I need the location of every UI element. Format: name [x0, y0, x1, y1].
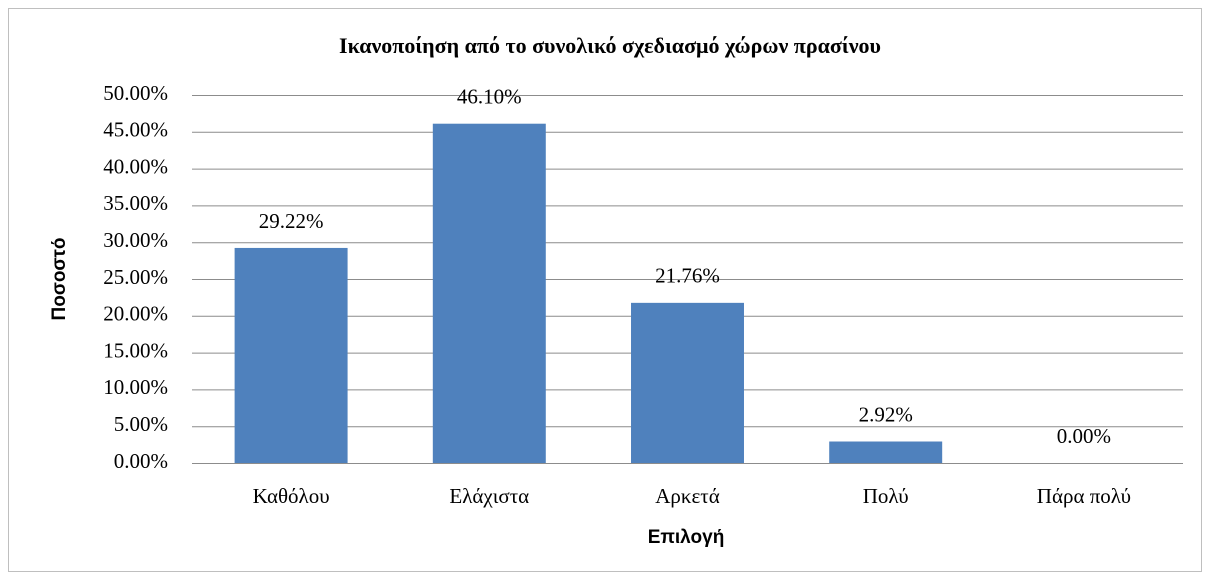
data-label: 21.76% [655, 264, 720, 288]
y-axis-title: Ποσοστό [49, 237, 70, 320]
y-tick-label: 0.00% [114, 449, 168, 473]
x-tick-label: Πάρα πολύ [1037, 484, 1131, 508]
y-tick-label: 50.00% [103, 81, 168, 105]
y-tick-label: 20.00% [103, 302, 168, 326]
data-label: 0.00% [1057, 424, 1111, 448]
y-tick-label: 15.00% [103, 338, 168, 362]
y-tick-label: 5.00% [114, 412, 168, 436]
y-tick-label: 30.00% [103, 228, 168, 252]
x-tick-label: Ελάχιστα [449, 484, 529, 508]
x-tick-label: Αρκετά [655, 484, 720, 508]
bar [234, 247, 348, 463]
data-label: 46.10% [457, 85, 522, 109]
bar [631, 302, 744, 463]
data-label: 29.22% [259, 209, 324, 233]
chart-border [8, 8, 1202, 572]
data-label: 2.92% [859, 402, 913, 426]
chart-title: Ικανοποίηση από το συνολικό σχεδιασμό χώ… [339, 33, 881, 58]
y-tick-label: 10.00% [103, 375, 168, 399]
x-axis-title: Επιλογή [648, 527, 725, 548]
y-tick-label: 25.00% [103, 265, 168, 289]
bar [432, 123, 546, 463]
y-tick-label: 35.00% [103, 191, 168, 215]
bar [829, 441, 943, 463]
x-tick-label: Πολύ [863, 484, 909, 508]
y-tick-label: 40.00% [103, 154, 168, 178]
y-tick-label: 45.00% [103, 118, 168, 142]
x-tick-label: Καθόλου [253, 484, 330, 508]
